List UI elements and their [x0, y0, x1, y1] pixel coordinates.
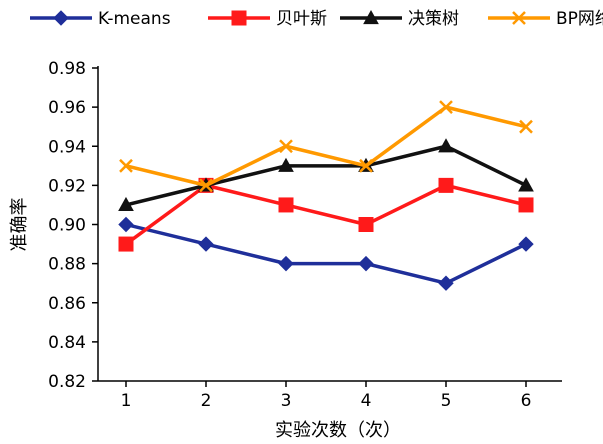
- x-tick-label: 5: [441, 391, 452, 411]
- axes: 0.82 0.84 0.86 0.88 0.90 0.92 0.94 0.96 0.98 1 2 3 4…: [48, 59, 562, 411]
- data-point: [279, 139, 293, 154]
- legend-item: 决策树: [340, 9, 459, 29]
- data-point: [438, 138, 454, 153]
- data-point: [119, 158, 133, 173]
- data-point: [198, 236, 214, 252]
- y-tick-label: 0.90: [48, 216, 86, 236]
- data-point: [118, 216, 134, 233]
- y-tick-label: 0.94: [48, 137, 86, 157]
- x-tick-label: 6: [521, 391, 532, 411]
- data-point: [278, 197, 294, 213]
- data-point: [118, 236, 134, 252]
- series-line: [124, 183, 527, 246]
- data-point: [278, 157, 294, 172]
- series-BP网络: [119, 100, 533, 193]
- x-tick-label: 4: [361, 391, 372, 411]
- y-tick-label: 0.86: [48, 294, 86, 314]
- data-point: [358, 217, 374, 232]
- x-tick-label: 2: [201, 391, 212, 411]
- y-tick-label: 0.96: [48, 98, 86, 118]
- data-point: [363, 9, 379, 25]
- legend-item: 贝叶斯: [208, 9, 327, 29]
- y-tick-label: 0.82: [48, 372, 86, 392]
- legend-item: BP网络: [488, 9, 603, 29]
- legend-item: K-means: [30, 9, 171, 29]
- series-line: [125, 222, 527, 285]
- series-layer: [118, 100, 534, 291]
- legend-label: BP网络: [556, 9, 603, 29]
- legend-label: K-means: [98, 9, 171, 29]
- y-tick-label: 0.98: [48, 59, 86, 79]
- legend: K-means 贝叶斯 决策树 BP网络: [30, 9, 603, 29]
- y-tick-label: 0.84: [48, 333, 86, 353]
- x-tick-label: 3: [281, 391, 292, 411]
- series-贝叶斯: [118, 177, 534, 252]
- x-marker-stroke: [359, 158, 373, 173]
- legend-label: 决策树: [408, 9, 459, 29]
- series-line: [125, 105, 527, 188]
- x-axis-title: 实验次数（次）: [275, 420, 401, 441]
- x-marker-stroke: [279, 139, 293, 154]
- data-point: [199, 178, 213, 193]
- data-point: [518, 197, 534, 213]
- data-point: [518, 177, 534, 192]
- legend-label: 贝叶斯: [276, 9, 327, 29]
- data-point: [438, 177, 454, 193]
- x-marker-stroke: [119, 158, 133, 173]
- data-point: [358, 255, 374, 272]
- data-point: [438, 275, 454, 291]
- series-K-means: [118, 216, 534, 291]
- data-point: [359, 158, 373, 173]
- y-tick-label: 0.88: [48, 255, 86, 275]
- data-point: [519, 119, 533, 134]
- data-point: [53, 10, 69, 26]
- data-point: [231, 10, 247, 26]
- x-marker-stroke: [519, 119, 533, 134]
- data-point: [278, 255, 294, 272]
- data-point: [439, 100, 453, 115]
- x-marker-stroke: [199, 178, 213, 193]
- series-line: [125, 144, 527, 207]
- data-point: [518, 236, 534, 252]
- y-tick-label: 0.92: [48, 176, 86, 196]
- x-tick-label: 1: [121, 391, 132, 411]
- series-决策树: [118, 138, 534, 212]
- x-marker-stroke: [439, 100, 453, 115]
- x-marker-stroke: [512, 11, 526, 25]
- y-axis-title: 准确率: [9, 198, 30, 252]
- data-point: [118, 196, 134, 212]
- data-point: [512, 11, 526, 25]
